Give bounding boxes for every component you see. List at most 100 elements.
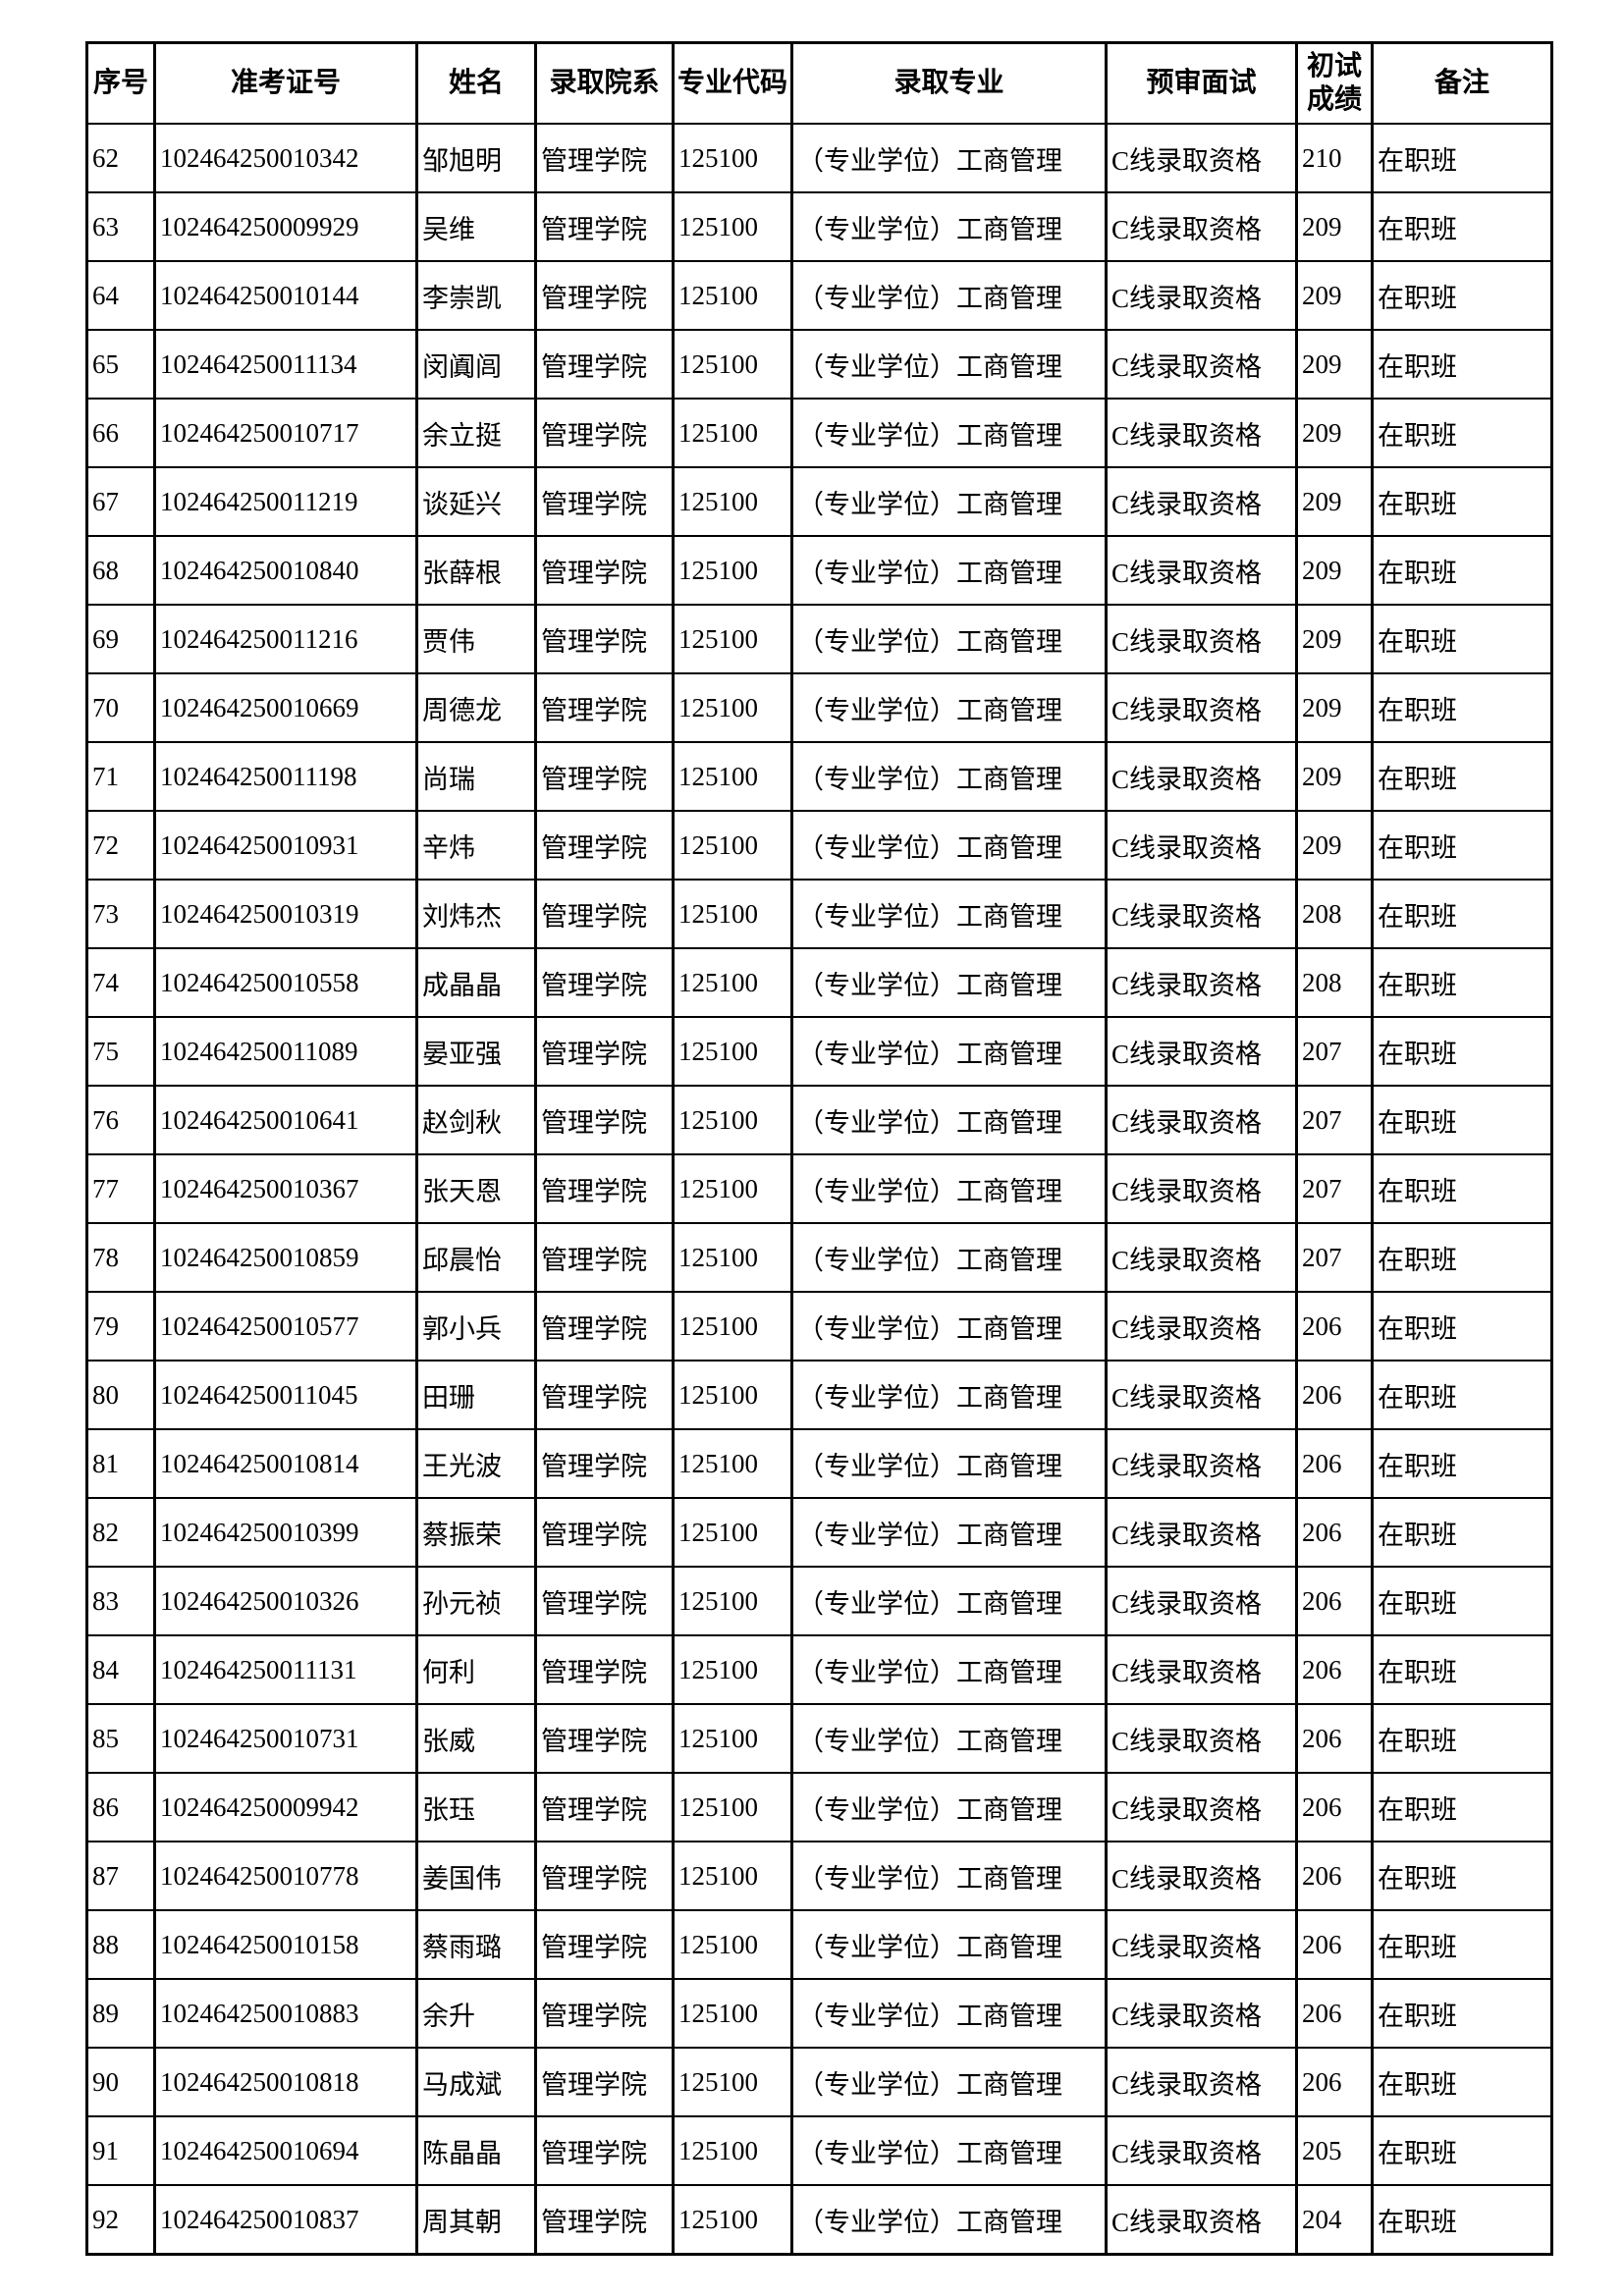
cell-interview: C线录取资格 <box>1105 535 1298 606</box>
cell-index: 86 <box>85 1772 156 1842</box>
cell-department: 管理学院 <box>534 1909 675 1980</box>
cell-department: 管理学院 <box>534 260 675 331</box>
table-row: 67 102464250011219 谈延兴 管理学院 125100 （专业学位）工商管理… <box>85 466 1553 537</box>
cell-interview: C线录取资格 <box>1105 741 1298 812</box>
cell-score: 206 <box>1295 1703 1374 1774</box>
cell-interview: C线录取资格 <box>1105 329 1298 400</box>
cell-interview: C线录取资格 <box>1105 947 1298 1018</box>
cell-score: 206 <box>1295 1428 1374 1499</box>
cell-department: 管理学院 <box>534 329 675 400</box>
cell-interview: C线录取资格 <box>1105 672 1298 743</box>
cell-exam-id: 102464250010814 <box>153 1428 418 1499</box>
table-row: 63 102464250009929 吴维 管理学院 125100 （专业学位）工商管理 C… <box>85 191 1553 262</box>
cell-major: （专业学位）工商管理 <box>790 741 1108 812</box>
cell-interview: C线录取资格 <box>1105 2184 1298 2256</box>
cell-score: 206 <box>1295 1841 1374 1911</box>
cell-score: 206 <box>1295 1909 1374 1980</box>
cell-exam-id: 102464250009929 <box>153 191 418 262</box>
cell-major-code: 125100 <box>672 2184 793 2256</box>
cell-exam-id: 102464250011219 <box>153 466 418 537</box>
cell-department: 管理学院 <box>534 466 675 537</box>
cell-score: 206 <box>1295 1978 1374 2049</box>
cell-department: 管理学院 <box>534 1291 675 1362</box>
table-row: 68 102464250010840 张薛根 管理学院 125100 （专业学位）工商管理… <box>85 535 1553 606</box>
cell-index: 73 <box>85 879 156 949</box>
cell-interview: C线录取资格 <box>1105 1291 1298 1362</box>
cell-index: 80 <box>85 1360 156 1430</box>
cell-name: 余立挺 <box>415 398 537 468</box>
cell-major-code: 125100 <box>672 1772 793 1842</box>
cell-remark: 在职班 <box>1371 2184 1553 2256</box>
cell-score: 206 <box>1295 1291 1374 1362</box>
cell-major-code: 125100 <box>672 947 793 1018</box>
table-row: 73 102464250010319 刘炜杰 管理学院 125100 （专业学位）工商管理… <box>85 879 1553 949</box>
cell-department: 管理学院 <box>534 1222 675 1293</box>
cell-interview: C线录取资格 <box>1105 1634 1298 1705</box>
cell-department: 管理学院 <box>534 947 675 1018</box>
cell-major-code: 125100 <box>672 1360 793 1430</box>
cell-index: 85 <box>85 1703 156 1774</box>
cell-interview: C线录取资格 <box>1105 1497 1298 1568</box>
cell-remark: 在职班 <box>1371 1428 1553 1499</box>
cell-major: （专业学位）工商管理 <box>790 2047 1108 2117</box>
cell-name: 张珏 <box>415 1772 537 1842</box>
cell-index: 64 <box>85 260 156 331</box>
cell-name: 周德龙 <box>415 672 537 743</box>
cell-index: 87 <box>85 1841 156 1911</box>
cell-interview: C线录取资格 <box>1105 398 1298 468</box>
cell-department: 管理学院 <box>534 398 675 468</box>
cell-remark: 在职班 <box>1371 1978 1553 2049</box>
cell-department: 管理学院 <box>534 1497 675 1568</box>
table-row: 69 102464250011216 贾伟 管理学院 125100 （专业学位）工商管理 C… <box>85 604 1553 674</box>
cell-exam-id: 102464250010840 <box>153 535 418 606</box>
cell-remark: 在职班 <box>1371 1566 1553 1636</box>
cell-department: 管理学院 <box>534 1428 675 1499</box>
header-major: 录取专业 <box>790 41 1108 125</box>
cell-major-code: 125100 <box>672 535 793 606</box>
cell-major-code: 125100 <box>672 466 793 537</box>
header-exam-id: 准考证号 <box>153 41 418 125</box>
cell-name: 何利 <box>415 1634 537 1705</box>
cell-name: 张威 <box>415 1703 537 1774</box>
cell-major: （专业学位）工商管理 <box>790 1016 1108 1087</box>
table-row: 90 102464250010818 马成斌 管理学院 125100 （专业学位）工商管理… <box>85 2047 1553 2117</box>
cell-index: 90 <box>85 2047 156 2117</box>
cell-remark: 在职班 <box>1371 1634 1553 1705</box>
cell-major: （专业学位）工商管理 <box>790 1428 1108 1499</box>
table-row: 77 102464250010367 张天恩 管理学院 125100 （专业学位）工商管理… <box>85 1153 1553 1224</box>
table-row: 91 102464250010694 陈晶晶 管理学院 125100 （专业学位）工商管理… <box>85 2115 1553 2186</box>
cell-major-code: 125100 <box>672 672 793 743</box>
cell-major: （专业学位）工商管理 <box>790 672 1108 743</box>
cell-exam-id: 102464250011131 <box>153 1634 418 1705</box>
cell-index: 66 <box>85 398 156 468</box>
table-row: 89 102464250010883 余升 管理学院 125100 （专业学位）工商管理 C… <box>85 1978 1553 2049</box>
cell-interview: C线录取资格 <box>1105 1841 1298 1911</box>
cell-remark: 在职班 <box>1371 604 1553 674</box>
cell-index: 63 <box>85 191 156 262</box>
table-row: 66 102464250010717 余立挺 管理学院 125100 （专业学位）工商管理… <box>85 398 1553 468</box>
cell-name: 陈晶晶 <box>415 2115 537 2186</box>
cell-major: （专业学位）工商管理 <box>790 1978 1108 2049</box>
cell-major-code: 125100 <box>672 398 793 468</box>
cell-exam-id: 102464250011198 <box>153 741 418 812</box>
cell-name: 田珊 <box>415 1360 537 1430</box>
header-index: 序号 <box>85 41 156 125</box>
cell-score: 207 <box>1295 1085 1374 1155</box>
cell-index: 92 <box>85 2184 156 2256</box>
cell-interview: C线录取资格 <box>1105 1153 1298 1224</box>
cell-major-code: 125100 <box>672 879 793 949</box>
header-department: 录取院系 <box>534 41 675 125</box>
cell-name: 谈延兴 <box>415 466 537 537</box>
cell-name: 吴维 <box>415 191 537 262</box>
cell-department: 管理学院 <box>534 1566 675 1636</box>
cell-index: 84 <box>85 1634 156 1705</box>
cell-department: 管理学院 <box>534 672 675 743</box>
cell-interview: C线录取资格 <box>1105 810 1298 881</box>
cell-interview: C线录取资格 <box>1105 879 1298 949</box>
cell-exam-id: 102464250010144 <box>153 260 418 331</box>
cell-major: （专业学位）工商管理 <box>790 1153 1108 1224</box>
cell-score: 209 <box>1295 535 1374 606</box>
cell-remark: 在职班 <box>1371 1291 1553 1362</box>
cell-score: 209 <box>1295 672 1374 743</box>
table-row: 76 102464250010641 赵剑秋 管理学院 125100 （专业学位）工商管理… <box>85 1085 1553 1155</box>
